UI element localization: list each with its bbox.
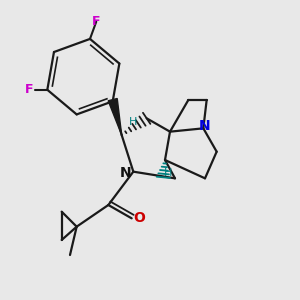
Text: O: O: [133, 211, 145, 225]
Text: N: N: [199, 119, 211, 133]
Text: F: F: [25, 83, 33, 96]
Text: H: H: [164, 168, 172, 178]
Text: N: N: [120, 166, 132, 180]
Text: F: F: [92, 15, 100, 28]
Polygon shape: [108, 98, 122, 135]
Text: H: H: [129, 117, 137, 127]
